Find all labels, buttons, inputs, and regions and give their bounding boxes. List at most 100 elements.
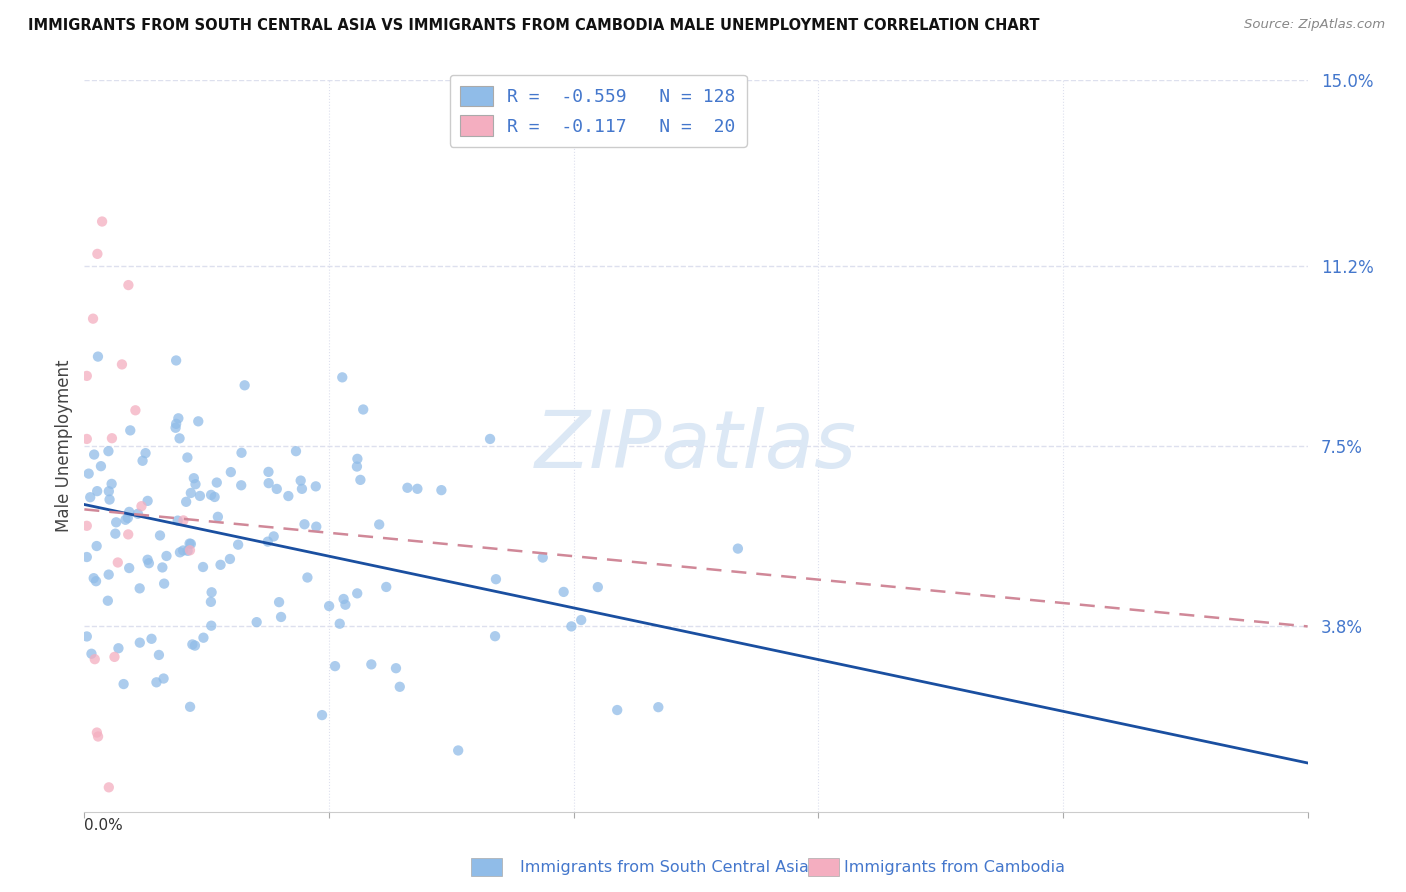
Point — [97, 567, 120, 582]
Text: 0.0%: 0.0% — [84, 818, 124, 832]
Point — [83, 652, 105, 666]
Point — [285, 444, 308, 458]
Point — [153, 576, 176, 591]
Point — [191, 560, 214, 574]
Point — [76, 630, 98, 644]
Point — [136, 553, 159, 567]
Point — [172, 513, 194, 527]
Point — [297, 570, 319, 584]
Point — [179, 543, 201, 558]
Point — [246, 615, 269, 629]
Point — [226, 538, 249, 552]
Point — [76, 368, 98, 383]
Point — [118, 561, 141, 575]
Point — [80, 647, 103, 661]
Point — [166, 514, 188, 528]
Point — [111, 358, 134, 372]
Point — [647, 700, 669, 714]
Point — [135, 446, 157, 460]
Point — [131, 454, 153, 468]
Point — [165, 421, 187, 435]
Point — [205, 475, 228, 490]
Text: ZIPatlas: ZIPatlas — [534, 407, 858, 485]
Point — [330, 370, 353, 384]
Point — [349, 473, 371, 487]
Point — [485, 572, 508, 586]
Point — [86, 725, 108, 739]
Point — [290, 474, 312, 488]
Point — [184, 639, 207, 653]
Point — [332, 592, 354, 607]
Point — [270, 610, 292, 624]
Point — [277, 489, 299, 503]
Point — [346, 586, 368, 600]
Point — [323, 659, 346, 673]
Point — [98, 492, 121, 507]
Point — [200, 488, 222, 502]
Point — [352, 402, 374, 417]
Point — [76, 432, 98, 446]
Point — [346, 451, 368, 466]
Point — [201, 585, 224, 599]
Point — [179, 536, 201, 550]
Point — [86, 539, 108, 553]
Point — [318, 599, 340, 613]
Point — [406, 482, 429, 496]
Point — [233, 378, 256, 392]
Point — [180, 486, 202, 500]
Point — [97, 593, 120, 607]
Point — [120, 423, 142, 437]
Point — [291, 482, 314, 496]
Point — [127, 507, 149, 521]
Point — [176, 450, 198, 465]
Point — [204, 490, 226, 504]
Point — [118, 505, 141, 519]
Point — [101, 431, 124, 445]
Point — [305, 519, 328, 533]
Point — [149, 528, 172, 542]
Point — [128, 635, 150, 649]
Point — [91, 214, 114, 228]
Point — [165, 417, 187, 431]
Point — [231, 478, 253, 492]
Point — [124, 403, 146, 417]
Point — [266, 482, 288, 496]
Text: IMMIGRANTS FROM SOUTH CENTRAL ASIA VS IMMIGRANTS FROM CAMBODIA MALE UNEMPLOYMENT: IMMIGRANTS FROM SOUTH CENTRAL ASIA VS IM… — [28, 18, 1039, 33]
Point — [368, 517, 391, 532]
Point — [447, 743, 470, 757]
Point — [128, 582, 150, 596]
Point — [606, 703, 628, 717]
Point — [479, 432, 502, 446]
Point — [329, 616, 352, 631]
Point — [150, 560, 173, 574]
Text: Source: ZipAtlas.com: Source: ZipAtlas.com — [1244, 18, 1385, 31]
Point — [231, 446, 253, 460]
Point — [360, 657, 382, 672]
Point — [105, 516, 128, 530]
Point — [219, 552, 242, 566]
Point — [77, 467, 100, 481]
Point — [169, 431, 191, 445]
Point — [219, 465, 242, 479]
Point — [176, 543, 198, 558]
Point — [179, 699, 201, 714]
Point — [346, 459, 368, 474]
Point — [183, 471, 205, 485]
Point — [86, 484, 108, 499]
Point — [388, 680, 411, 694]
Point — [97, 444, 120, 458]
Point — [187, 414, 209, 428]
Point — [184, 477, 207, 491]
Point — [90, 459, 112, 474]
Point — [112, 677, 135, 691]
Point — [193, 631, 215, 645]
Text: Immigrants from South Central Asia: Immigrants from South Central Asia — [520, 860, 808, 874]
Point — [100, 476, 122, 491]
Legend: R =  -0.559   N = 128, R =  -0.117   N =  20: R = -0.559 N = 128, R = -0.117 N = 20 — [450, 75, 747, 147]
Point — [256, 534, 278, 549]
Point — [117, 527, 139, 541]
Point — [83, 571, 105, 585]
Point — [97, 484, 120, 499]
Point — [79, 490, 101, 504]
Point — [569, 613, 592, 627]
